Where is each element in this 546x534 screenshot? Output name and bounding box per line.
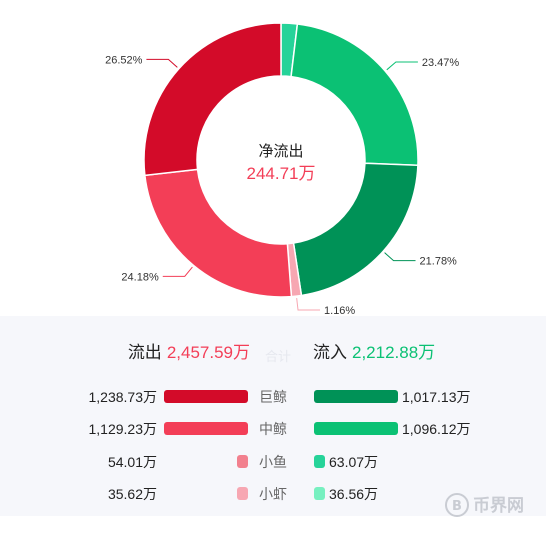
donut-center-title: 净流出 — [258, 143, 303, 160]
slice-percent-label: 26.52% — [105, 54, 143, 66]
inflow-summary-label: 流入 — [313, 343, 347, 362]
inflow-bar — [314, 455, 325, 468]
slice-leader-line — [162, 266, 193, 277]
outflow-bar — [237, 455, 248, 468]
flow-row-small-fish: 54.01万 小鱼 63.07万 — [0, 449, 546, 473]
inflow-value: 1,096.12万 — [402, 421, 471, 437]
slice-percent-label: 1.16% — [324, 305, 355, 316]
watermark-logo: B 币界网 — [445, 493, 524, 517]
svg-text:B: B — [452, 499, 462, 514]
flow-row-shrimp: 35.62万 小虾 36.56万 — [0, 481, 546, 505]
outflow-bar — [237, 487, 248, 500]
slice-leader-lines: 23.47% 21.78% 1.16% 24.18% 26.52% — [105, 54, 459, 316]
coin-icon — [445, 493, 469, 517]
outflow-value: 35.62万 — [107, 486, 157, 502]
flow-row-whale: 1,238.73万 巨鲸 1,017.13万 — [0, 384, 546, 408]
outflow-value: 1,129.23万 — [88, 421, 158, 437]
inflow-value: 1,017.13万 — [402, 389, 471, 405]
inflow-summary: 流入 2,212.88万 — [313, 342, 435, 364]
category-label: 中鲸 — [259, 421, 287, 437]
inflow-summary-value: 2,212.88万 — [352, 343, 436, 362]
flow-row-mid-whale: 1,129.23万 中鲸 1,096.12万 — [0, 416, 546, 440]
watermark-text: 币界网 — [473, 496, 524, 516]
inflow-bar — [314, 390, 398, 403]
slice-leader-line — [386, 61, 418, 71]
inflow-bar — [314, 487, 325, 500]
outflow-summary: 流出 2,457.59万 — [128, 342, 250, 364]
slice-leader-line — [146, 58, 178, 68]
donut-chart: 23.47% 21.78% 1.16% 24.18% 26.52% 净流出 244.71… — [105, 22, 459, 316]
inflow-value: 36.56万 — [329, 486, 379, 502]
slice-percent-label: 21.78% — [420, 256, 458, 268]
donut-slice[interactable] — [290, 23, 419, 167]
outflow-summary-value: 2,457.59万 — [166, 343, 250, 362]
outflow-value: 54.01万 — [107, 454, 157, 470]
donut-slices — [143, 22, 419, 298]
donut-slice[interactable] — [144, 168, 293, 298]
donut-slice[interactable] — [143, 22, 282, 177]
flow-breakdown-panel — [0, 316, 546, 516]
category-label: 巨鲸 — [259, 389, 287, 405]
summary-middle-ghost-text: 合计 — [265, 349, 292, 364]
slice-leader-line — [384, 252, 416, 262]
donut-center-value: 244.71万 — [247, 164, 316, 183]
outflow-value: 1,238.73万 — [88, 389, 158, 405]
slice-leader-line — [296, 298, 321, 311]
outflow-bar — [164, 422, 248, 435]
category-label: 小鱼 — [259, 454, 287, 470]
slice-percent-label: 23.47% — [422, 57, 460, 69]
inflow-value: 63.07万 — [329, 454, 379, 470]
category-label: 小虾 — [259, 486, 287, 502]
outflow-bar — [164, 390, 248, 403]
inflow-bar — [314, 422, 398, 435]
slice-percent-label: 24.18% — [121, 271, 159, 283]
donut-slice[interactable] — [292, 162, 419, 297]
outflow-summary-label: 流出 — [127, 343, 162, 362]
